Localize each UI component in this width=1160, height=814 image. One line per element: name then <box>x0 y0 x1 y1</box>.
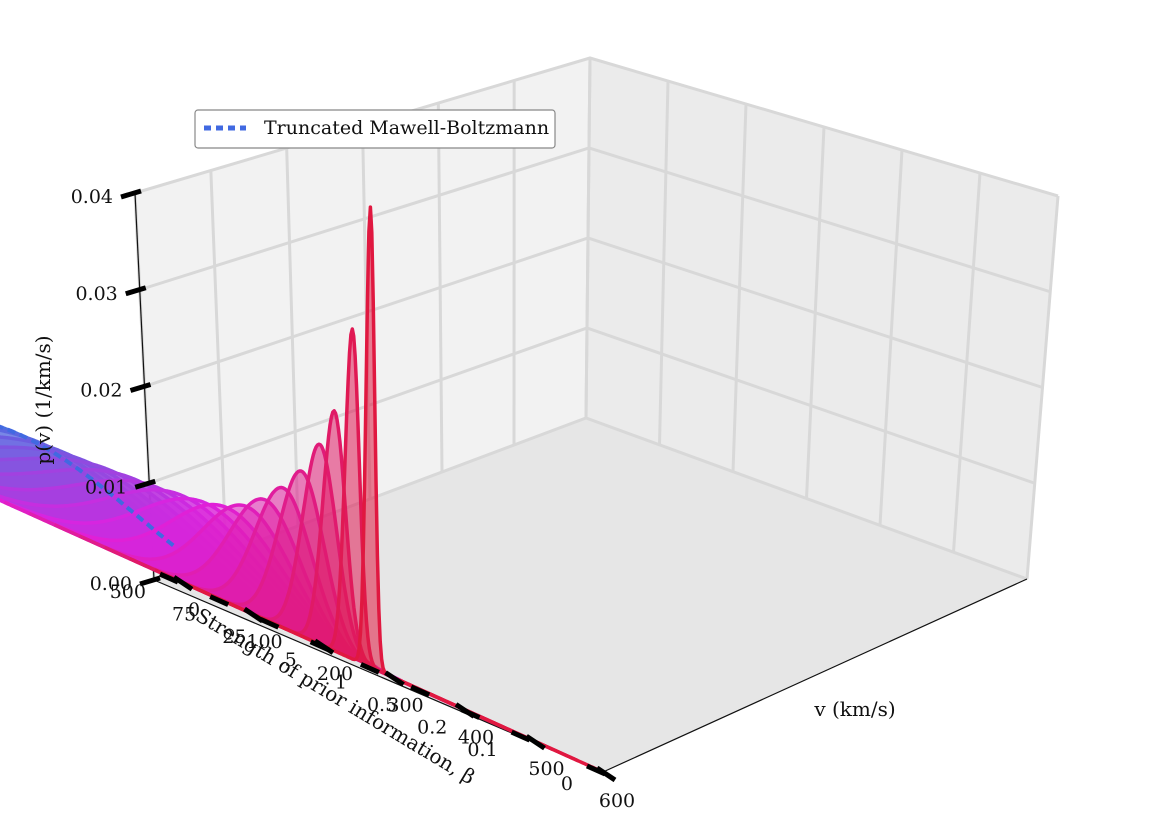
z-tick-mark <box>134 478 156 490</box>
z-tick-label: 0.01 <box>85 476 127 498</box>
y-tick-label: 1 <box>335 671 347 693</box>
z-tick-label: 0.02 <box>80 380 122 402</box>
chart-ticks: 0.00 0.01 0.02 0.03 0.04 0 100 200 300 400 500 600 5… <box>71 186 635 812</box>
x-tick-label: 500 <box>528 758 564 780</box>
z-tick-label: 0.00 <box>90 573 132 595</box>
z-tick-mark <box>129 382 152 393</box>
y-tick-label: 0.1 <box>467 739 497 761</box>
z-axis-label: p(v) (1/km/s) <box>31 335 55 464</box>
x-tick-label: 100 <box>246 631 282 653</box>
x-tick-label: 600 <box>599 790 635 812</box>
x-axis-label: v (km/s) <box>813 697 895 721</box>
legend-frame <box>194 109 556 149</box>
grid-line-v <box>436 102 444 473</box>
y-tick-label: 0 <box>561 773 573 795</box>
y-tick-label: 0.2 <box>417 717 447 739</box>
y-tick-mark <box>309 639 330 653</box>
y-tick-label: 25 <box>222 626 246 648</box>
z-tick-label: 0.03 <box>75 283 117 305</box>
y-tick-mark <box>585 763 607 777</box>
z-tick-mark <box>125 285 147 297</box>
grid-line-v <box>658 80 670 445</box>
x-tick-label: 200 <box>317 663 353 685</box>
z-tick-mark <box>120 188 142 200</box>
grid-line-v <box>285 147 300 527</box>
x-axis-line <box>602 578 1028 773</box>
x-tick-mark <box>384 670 405 687</box>
y-tick-mark <box>259 616 280 630</box>
z-tick-label: 0.04 <box>71 186 113 208</box>
y-tick-mark <box>460 707 481 720</box>
y-tick-label: 5 <box>285 649 297 671</box>
grid-line-v <box>731 103 748 472</box>
y-tick-mark <box>410 684 431 698</box>
chart-curves <box>0 205 604 774</box>
grid-line-v <box>878 149 904 526</box>
chart-legend: Truncated Mawell-Boltzmann <box>194 109 556 149</box>
grid-line-v <box>805 126 826 499</box>
x-tick-label: 0 <box>188 599 200 621</box>
y-tick-mark <box>158 571 179 585</box>
grid-line-v <box>209 170 228 554</box>
y-tick-mark <box>359 662 380 675</box>
x-tick-label: 300 <box>387 695 423 717</box>
grid-line-v <box>584 57 592 419</box>
y-tick-mark <box>510 729 531 743</box>
x-tick-label: 400 <box>458 726 494 748</box>
legend-label-reference: Truncated Mawell-Boltzmann <box>264 117 549 139</box>
grid-line-v <box>1025 195 1060 580</box>
y-tick-mark <box>209 594 230 607</box>
grid-line-v <box>952 172 982 553</box>
right-pane <box>586 58 1058 579</box>
y-tick-label: 75 <box>172 604 196 626</box>
y-tick-label: 0.5 <box>367 694 397 716</box>
y-tick-label: 500 <box>110 581 146 603</box>
z-tick-mark <box>139 575 161 587</box>
x-tick-mark <box>243 606 264 624</box>
